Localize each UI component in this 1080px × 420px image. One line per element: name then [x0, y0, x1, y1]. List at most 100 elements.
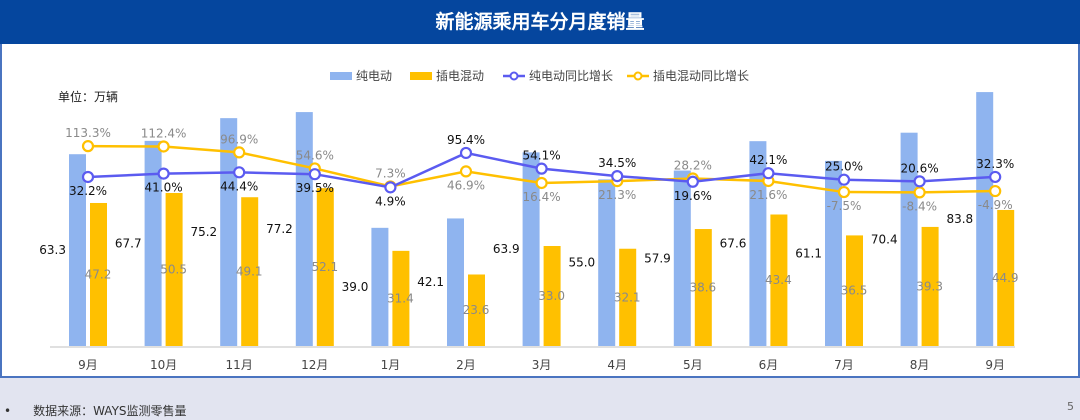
line-marker: [459, 165, 473, 178]
line-label: -7.5%: [827, 199, 862, 213]
x-tick-label: 3月: [532, 358, 552, 372]
line-marker: [913, 186, 926, 199]
line-label: -4.9%: [978, 198, 1013, 212]
legend-label-0: 纯电动: [356, 69, 392, 83]
bar-ev: [673, 170, 691, 346]
bar-ev-label: 63.3: [39, 243, 66, 257]
bar-ev: [749, 141, 767, 346]
line-marker: [686, 175, 699, 188]
line-label: 112.4%: [141, 126, 187, 140]
x-tick-label: 1月: [381, 358, 401, 372]
line-marker: [837, 173, 851, 186]
bar-ev: [976, 92, 994, 346]
bar-ev: [598, 179, 616, 346]
line-marker: [384, 181, 397, 194]
line-label: 32.2%: [69, 184, 107, 198]
x-tick-label: 4月: [607, 358, 627, 372]
page-title: 新能源乘用车分月度销量: [0, 0, 1080, 44]
bar-phev: [846, 235, 863, 346]
line-label: 34.5%: [598, 156, 636, 170]
bar-ev: [447, 218, 464, 346]
x-tick-label: 10月: [150, 358, 177, 372]
line-marker: [913, 175, 926, 188]
line-label: 46.9%: [447, 178, 485, 192]
legend-marker-2: [509, 71, 519, 81]
bar-phev-label: 47.2: [85, 267, 112, 281]
bar-phev: [165, 192, 183, 346]
bar-ev-label: 77.2: [266, 222, 293, 236]
bar-phev-label: 50.5: [160, 262, 187, 276]
page-number: 5: [1067, 400, 1074, 413]
bar-ev-label: 57.9: [644, 251, 671, 265]
bar-phev: [468, 274, 485, 346]
bar-ev: [69, 154, 86, 346]
bar-phev-label: 36.5: [841, 284, 868, 298]
bar-ev: [522, 152, 540, 346]
x-tick-label: 8月: [910, 358, 930, 372]
bar-phev: [770, 214, 788, 346]
bar-ev-label: 39.0: [342, 280, 369, 294]
bar-phev: [543, 246, 561, 346]
line-label: 7.3%: [375, 166, 406, 180]
bar-ev: [825, 160, 842, 346]
line-label: 21.3%: [598, 188, 636, 202]
bar-ev: [900, 132, 918, 346]
bar-ev: [295, 112, 313, 346]
x-tick-label: 11月: [226, 358, 253, 372]
line-marker: [233, 166, 246, 179]
bar-ev-label: 83.8: [946, 212, 973, 226]
line-marker: [535, 162, 548, 175]
bar-ev-label: 42.1: [417, 275, 444, 289]
legend-swatch-0: [330, 72, 352, 80]
line-marker: [81, 170, 95, 184]
bullet: •: [4, 404, 12, 418]
line-label: 25.0%: [825, 160, 863, 174]
line-label: 39.5%: [296, 181, 334, 195]
bar-ev-label: 75.2: [190, 225, 217, 239]
bar-phev: [694, 229, 712, 346]
unit-label: 单位：万辆: [58, 89, 118, 104]
bar-ev-label: 67.6: [720, 237, 747, 251]
line-label: 21.6%: [749, 188, 787, 202]
source-note: • 数据来源：WAYS监测零售量: [4, 402, 187, 419]
legend-label-3: 插电混动同比增长: [653, 69, 749, 83]
line-label: -8.4%: [902, 199, 937, 213]
bar-phev: [392, 250, 410, 346]
bar-ev-label: 70.4: [871, 232, 898, 246]
line-marker: [762, 167, 775, 180]
line-marker: [157, 140, 170, 153]
line-label: 19.6%: [674, 189, 712, 203]
line-label: 4.9%: [375, 194, 406, 208]
line-marker: [837, 185, 851, 199]
legend-swatch-1: [410, 72, 432, 80]
bar-phev: [241, 197, 259, 346]
bar-phev-label: 43.4: [765, 273, 792, 287]
bar-phev-label: 39.3: [916, 279, 943, 293]
line-marker: [989, 170, 1002, 184]
line-marker: [989, 184, 1002, 198]
bar-ev: [144, 140, 162, 346]
line-label: 28.2%: [674, 158, 712, 172]
bar-phev-label: 33.0: [538, 289, 565, 303]
x-tick-label: 9月: [985, 358, 1005, 372]
bar-phev-label: 52.1: [311, 260, 338, 274]
bar-phev-label: 49.1: [236, 265, 263, 279]
line-label: 96.9%: [220, 132, 258, 146]
bar-ev-label: 61.1: [795, 246, 822, 260]
line-marker: [535, 176, 548, 190]
legend-label-2: 纯电动同比增长: [529, 69, 613, 83]
line-marker: [233, 146, 246, 159]
line-label: 113.3%: [65, 126, 111, 140]
bar-phev-label: 23.6: [463, 303, 490, 317]
line-marker: [459, 146, 473, 160]
line-marker: [157, 167, 170, 180]
line-label: 95.4%: [447, 133, 485, 147]
line-label: 32.3%: [976, 157, 1014, 171]
chart: 单位：万辆 纯电动 插电混动 纯电动同比增长 插电混动同比增长 63.3 47.2 9月 67.…: [39, 69, 1019, 372]
bar-phev-label: 44.9: [992, 271, 1019, 285]
line-marker: [611, 169, 624, 183]
bar-ev: [371, 227, 389, 346]
source-text: 数据来源：WAYS监测零售量: [33, 404, 187, 418]
x-tick-label: 12月: [301, 358, 328, 372]
bar-ev-label: 55.0: [568, 256, 595, 270]
